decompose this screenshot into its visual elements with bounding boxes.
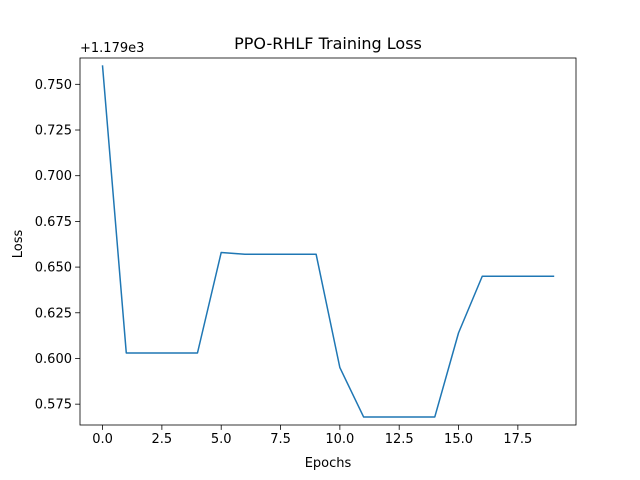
y-tick-label: 0.675 (35, 215, 72, 230)
x-tick-label: 17.5 (503, 432, 532, 447)
y-tick-label: 0.700 (35, 169, 72, 184)
y-offset-label: +1.179e3 (80, 41, 144, 56)
x-tick-label: 10.0 (325, 432, 354, 447)
x-axis-label: Epochs (305, 456, 352, 471)
x-tick-label: 12.5 (385, 432, 414, 447)
axes-frame (79, 57, 577, 426)
chart-title: PPO-RHLF Training Loss (234, 34, 422, 53)
y-tick-label: 0.750 (35, 78, 72, 93)
y-axis-label: Loss (11, 230, 26, 259)
y-tick-label: 0.575 (35, 398, 72, 413)
x-tick-label: 2.5 (152, 432, 173, 447)
x-tick-label: 7.5 (270, 432, 291, 447)
y-tick-label: 0.650 (35, 261, 72, 276)
x-tick-label: 15.0 (444, 432, 473, 447)
y-tick-label: 0.625 (35, 306, 72, 321)
x-tick-label: 5.0 (211, 432, 232, 447)
series-line-0 (101, 65, 555, 418)
plot-area: 0.0 2.5 5.0 7.5 10.0 12.5 15.0 17.5 0.575 0.600 0.… (35, 57, 577, 447)
x-tick-label: 0.0 (92, 432, 113, 447)
y-tick-label: 0.600 (35, 352, 72, 367)
y-tick-label: 0.725 (35, 124, 72, 139)
